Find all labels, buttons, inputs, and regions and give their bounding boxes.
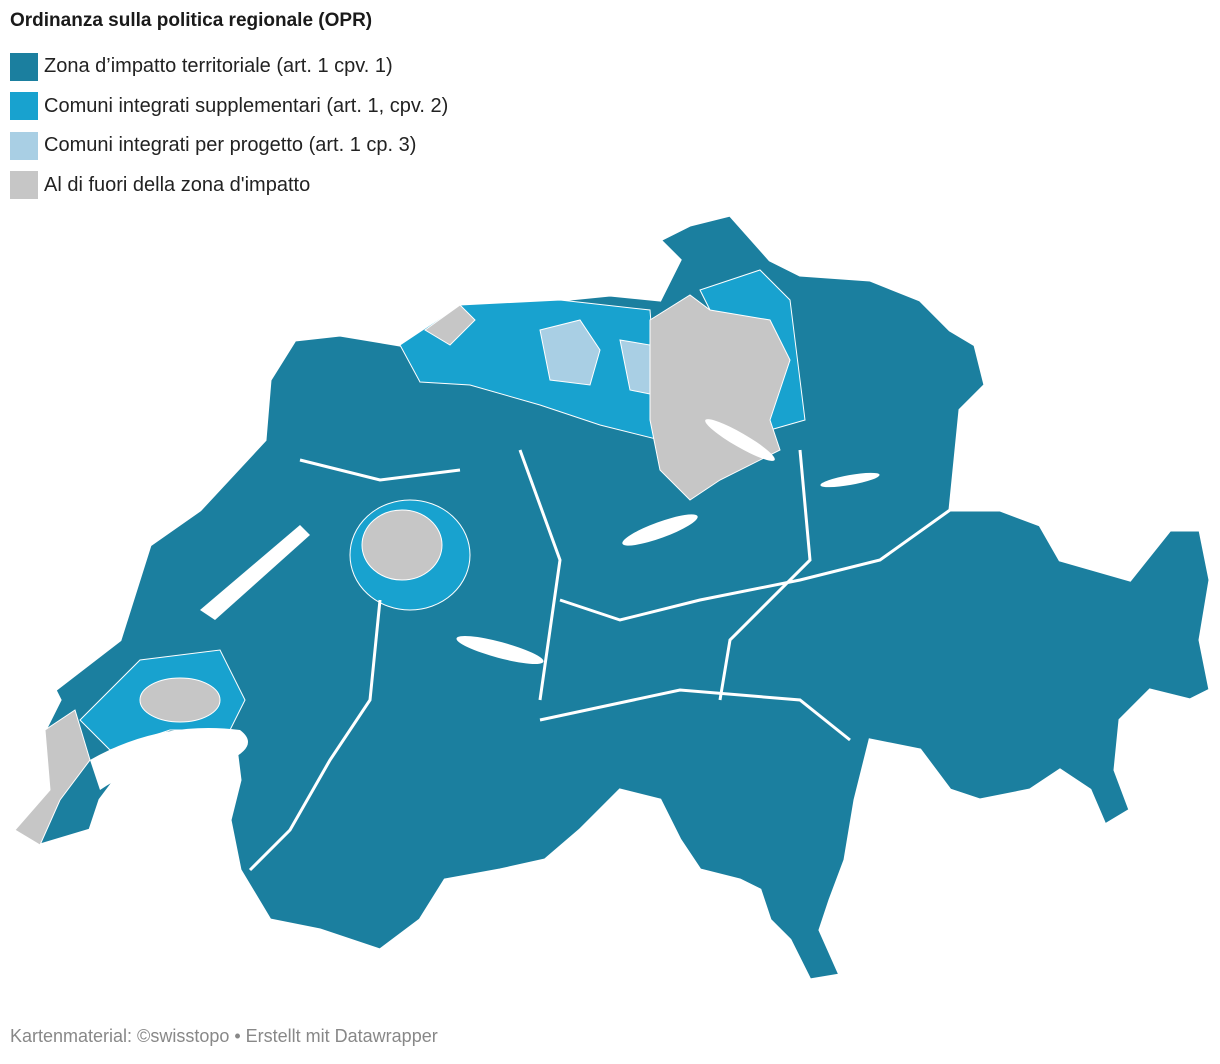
legend-item: Comuni integrati supplementari (art. 1, …	[10, 87, 448, 127]
legend-label: Al di fuori della zona d'impatto	[44, 173, 311, 196]
legend-label: Comuni integrati per progetto (art. 1 cp…	[44, 134, 417, 157]
region-outside-basel	[424, 304, 476, 346]
legend-swatch	[10, 92, 38, 121]
legend-label: Zona d’impatto territoriale (art. 1 cpv.…	[44, 55, 393, 78]
region-outside-lausanne	[139, 677, 221, 723]
legend-swatch	[10, 52, 38, 81]
legend-label: Comuni integrati supplementari (art. 1, …	[44, 94, 449, 117]
region-outside-bern	[361, 509, 443, 581]
legend: Zona d’impatto territoriale (art. 1 cpv.…	[10, 47, 448, 205]
legend-swatch	[10, 131, 38, 160]
lake-thun	[456, 636, 544, 664]
lake-walen	[820, 472, 880, 488]
lake-lucerne	[622, 514, 698, 546]
canton-borders	[248, 449, 951, 872]
legend-item: Zona d’impatto territoriale (art. 1 cpv.…	[10, 47, 448, 87]
legend-swatch	[10, 171, 38, 200]
lake-zurich	[705, 419, 775, 461]
legend-item: Comuni integrati per progetto (art. 1 cp…	[10, 126, 448, 166]
footer: Kartenmaterial: ©swisstopo • Erstellt mi…	[10, 1026, 438, 1046]
lakes	[90, 419, 880, 790]
region-outside-geneva	[14, 709, 91, 846]
legend-item: Al di fuori della zona d'impatto	[10, 166, 448, 206]
map-title: Ordinanza sulla politica regionale (OPR)	[10, 10, 373, 31]
region-supplementary-north	[399, 299, 661, 441]
lake-geneva	[90, 728, 248, 790]
lake-neuchatel	[200, 525, 310, 620]
